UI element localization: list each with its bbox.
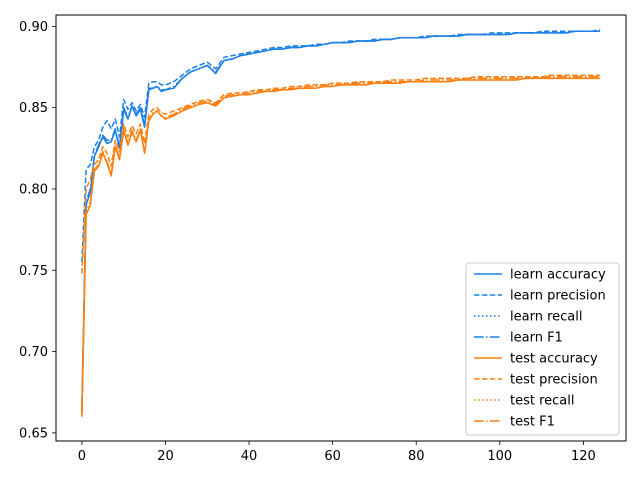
y-tick-label: 0.70: [19, 345, 48, 360]
y-tick-label: 0.80: [19, 182, 48, 197]
y-axis: 0.65 0.70 0.75 0.80 0.85 0.90: [19, 20, 56, 441]
legend-label: learn recall: [510, 310, 582, 325]
x-tick-label: 20: [157, 449, 174, 464]
series-line-learn-recall: [81, 30, 601, 414]
legend-label: test precision: [510, 373, 598, 388]
series-line-learn-precision: [81, 28, 601, 263]
legend-label: learn F1: [510, 331, 563, 346]
legend-label: learn accuracy: [510, 268, 606, 283]
plot-lines: [81, 28, 601, 417]
series-line-test-precision: [81, 74, 601, 274]
x-tick-label: 80: [408, 449, 425, 464]
x-axis: 0 20 40 60 80 100 120: [78, 441, 596, 464]
y-tick-label: 0.65: [19, 426, 48, 441]
y-tick-label: 0.90: [19, 20, 48, 35]
axes-frame: [55, 14, 627, 442]
x-tick-label: 60: [324, 449, 341, 464]
legend-label: test F1: [510, 415, 555, 430]
legend-box: [465, 262, 620, 436]
series-line-test-f1: [81, 76, 601, 411]
x-tick-label: 100: [487, 449, 512, 464]
y-tick-label: 0.75: [19, 264, 48, 279]
series-line-learn-f1: [81, 30, 601, 404]
legend-label: test accuracy: [510, 352, 598, 367]
y-tick-label: 0.85: [19, 101, 48, 116]
legend-label: test recall: [510, 394, 575, 409]
x-tick-label: 0: [78, 449, 86, 464]
legend-label: learn precision: [510, 289, 606, 304]
x-tick-label: 120: [571, 449, 596, 464]
x-tick-label: 40: [241, 449, 258, 464]
legend: learn accuracy learn precision learn recal…: [465, 262, 620, 436]
